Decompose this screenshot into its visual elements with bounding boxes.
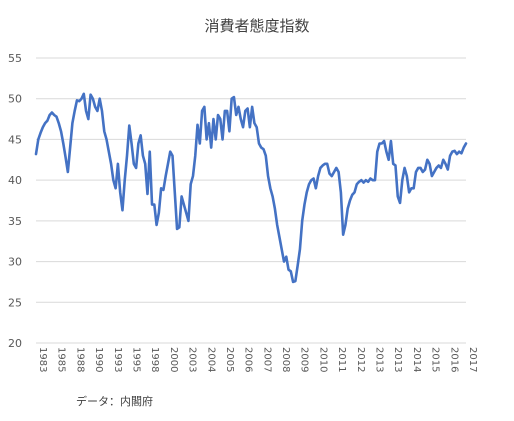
y-tick-label: 40	[8, 174, 22, 187]
y-tick-label: 50	[8, 93, 22, 106]
x-axis-ticks: 1983 1985 1988 1990 1993 1995 1998 2000 2003 2004…	[37, 347, 478, 372]
x-tick-label: 2012	[355, 347, 366, 372]
y-tick-label: 25	[8, 296, 22, 309]
y-tick-label: 35	[8, 215, 22, 228]
data-source-note: データ：内閣府	[76, 394, 153, 408]
x-tick-label: 2014	[411, 347, 422, 372]
x-tick-label: 1988	[74, 347, 85, 372]
chart-title: 消費者態度指数	[204, 17, 309, 35]
y-tick-label: 55	[8, 52, 22, 65]
y-tick-label: 30	[8, 256, 22, 269]
x-tick-label: 2017	[467, 347, 478, 372]
x-tick-label: 2013	[374, 347, 385, 372]
x-tick-label: 2011	[336, 347, 347, 372]
x-tick-label: 2015	[430, 347, 441, 372]
x-tick-label: 1985	[56, 347, 67, 372]
x-tick-label: 1998	[149, 347, 160, 372]
x-tick-label: 2008	[280, 347, 291, 372]
x-tick-label: 1990	[93, 347, 104, 372]
x-tick-label: 1995	[130, 347, 141, 372]
y-axis-ticks: 20 25 30 35 40 45 50 55	[8, 52, 22, 350]
x-tick-label: 2006	[243, 347, 254, 372]
y-tick-label: 20	[8, 337, 22, 350]
x-tick-label: 2000	[168, 347, 179, 372]
series-layer	[34, 92, 468, 284]
x-tick-label: 2009	[299, 347, 310, 372]
x-tick-label: 2013	[392, 347, 403, 372]
x-tick-label: 2010	[317, 347, 328, 372]
x-tick-label: 2003	[187, 347, 198, 372]
x-tick-label: 1983	[37, 347, 48, 372]
x-tick-label: 2007	[261, 347, 272, 372]
x-tick-label: 2005	[224, 347, 235, 372]
y-tick-label: 45	[8, 133, 22, 146]
series-line	[34, 92, 468, 284]
x-tick-label: 2016	[448, 347, 459, 372]
x-tick-label: 2004	[205, 347, 216, 372]
x-tick-label: 1993	[112, 347, 123, 372]
